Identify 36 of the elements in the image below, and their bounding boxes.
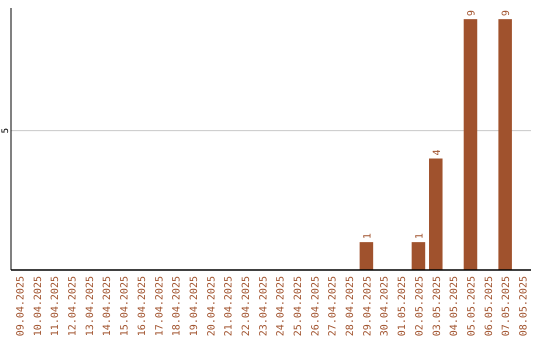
x-tick-label: 18.04.2025 — [172, 276, 183, 336]
data-label: 9 — [501, 10, 512, 16]
data-label: 1 — [414, 233, 426, 240]
data-label: 1 — [362, 233, 374, 240]
y-tick-label: 5 — [1, 128, 11, 134]
x-tick-label: 20.04.2025 — [206, 276, 218, 336]
x-tick-label: 08.05.2025 — [518, 276, 530, 336]
x-tick-label: 12.04.2025 — [68, 276, 79, 336]
x-tick-label: 25.04.2025 — [293, 276, 304, 336]
x-tick-label: 06.05.2025 — [484, 276, 495, 336]
x-tick-label: 27.04.2025 — [328, 276, 339, 336]
x-tick-label: 16.04.2025 — [136, 276, 148, 336]
x-tick-label: 22.04.2025 — [240, 276, 252, 336]
x-tick-label: 04.05.2025 — [449, 276, 460, 336]
data-label: 9 — [466, 10, 478, 16]
x-tick-label: 05.05.2025 — [466, 276, 478, 336]
x-tick-label: 13.04.2025 — [84, 276, 96, 336]
x-tick-label: 26.04.2025 — [310, 276, 322, 336]
data-label: 4 — [432, 149, 443, 156]
x-tick-label: 14.04.2025 — [102, 276, 114, 336]
x-tick-label: 19.04.2025 — [188, 276, 200, 336]
x-tick-label: 23.04.2025 — [258, 276, 270, 336]
x-tick-label: 29.04.2025 — [362, 276, 374, 336]
x-tick-label: 11.04.2025 — [50, 276, 62, 336]
x-tick-label: 02.05.2025 — [414, 276, 426, 336]
x-tick-label: 17.04.2025 — [154, 276, 166, 336]
x-tick-label: 28.04.2025 — [345, 276, 356, 336]
x-tick-label: 07.05.2025 — [501, 276, 512, 336]
x-tick-label: 10.04.2025 — [32, 276, 44, 336]
x-tick-label: 09.04.2025 — [16, 276, 26, 336]
x-tick-label: 24.04.2025 — [276, 276, 287, 336]
x-tick-label: 01.05.2025 — [397, 276, 408, 336]
x-tick-label: 15.04.2025 — [120, 276, 131, 336]
x-tick-label: 21.04.2025 — [224, 276, 235, 336]
x-tick-label: 03.05.2025 — [432, 276, 443, 336]
x-tick-label: 30.04.2025 — [380, 276, 391, 336]
